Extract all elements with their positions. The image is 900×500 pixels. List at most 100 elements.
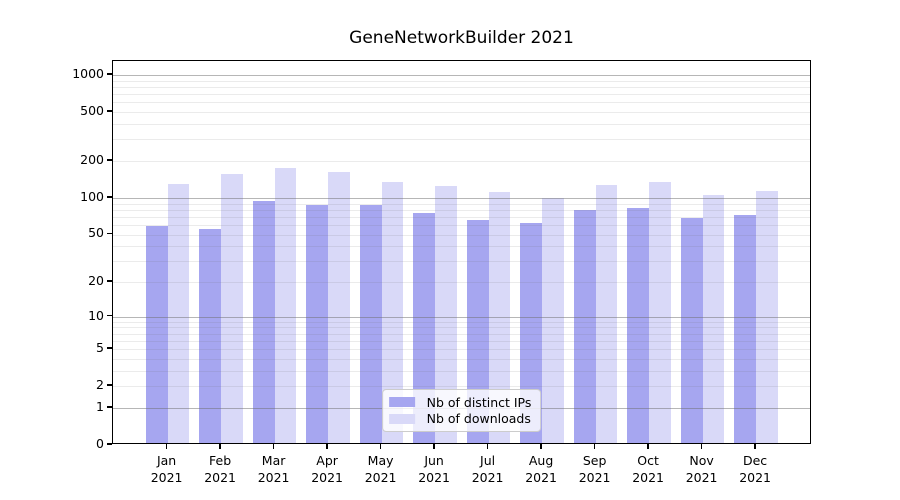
gridline-60: [113, 224, 810, 226]
y-tick-label-500: 500: [80, 103, 104, 119]
gridline-10: [113, 316, 810, 318]
x-tick-label-jan: Jan 2021: [150, 453, 183, 485]
x-tick-label-oct: Oct 2021: [632, 453, 664, 485]
y-tick-mark-10: [107, 314, 112, 317]
gridline-8: [113, 327, 810, 329]
x-tick-mark-jun: [433, 444, 435, 449]
x-tick-mark-oct: [647, 444, 649, 449]
gridline-700: [113, 94, 810, 96]
gridline-2: [113, 386, 810, 388]
x-tick-label-aug: Aug 2021: [525, 453, 557, 485]
y-tick-label-10: 10: [88, 307, 104, 323]
gridline-9: [113, 321, 810, 323]
gridline-30: [113, 261, 810, 263]
gridline-90: [113, 203, 810, 205]
y-tick-mark-50: [107, 232, 112, 235]
y-tick-label-2: 2: [96, 377, 104, 393]
x-tick-mark-aug: [540, 444, 542, 449]
bar-distinct-ips-sep: [573, 210, 596, 443]
y-tick-label-50: 50: [88, 225, 104, 241]
bar-downloads-sep: [595, 184, 618, 443]
bar-distinct-ips-jun: [413, 212, 436, 443]
bar-distinct-ips-apr: [306, 205, 329, 443]
y-tick-label-1000: 1000: [72, 66, 104, 82]
bar-distinct-ips-mar: [252, 200, 275, 443]
legend-label-distinct-ips: Nb of distinct IPs: [426, 394, 532, 410]
y-tick-mark-1000: [107, 73, 112, 75]
y-tick-label-5: 5: [96, 340, 104, 356]
x-tick-label-nov: Nov 2021: [685, 453, 718, 485]
bar-downloads-apr: [328, 171, 350, 443]
y-tick-mark-100: [107, 196, 112, 198]
bar-downloads-jul: [488, 192, 511, 443]
x-tick-label-jun: Jun 2021: [418, 453, 450, 485]
gridline-7: [113, 333, 810, 335]
x-tick-label-may: May 2021: [364, 453, 397, 485]
x-tick-mark-jul: [486, 444, 489, 449]
bar-distinct-ips-dec: [734, 214, 757, 443]
bar-downloads-may: [381, 181, 404, 443]
y-tick-mark-20: [107, 280, 112, 282]
y-tick-label-200: 200: [80, 152, 104, 168]
bar-downloads-aug: [542, 198, 564, 443]
legend-swatch-distinct-ips: [388, 397, 415, 408]
gridline-70: [113, 216, 810, 218]
bar-downloads-feb: [221, 173, 243, 443]
gridline-500: [113, 112, 810, 114]
x-tick-mark-nov: [700, 444, 703, 449]
x-tick-mark-apr: [326, 444, 328, 449]
legend-entry-distinct-ips: Nb of distinct IPs: [388, 394, 532, 411]
gridline-300: [113, 139, 810, 141]
bar-distinct-ips-may: [359, 204, 382, 443]
gridline-1000: [113, 75, 810, 76]
y-tick-mark-500: [107, 110, 112, 112]
legend-swatch-downloads: [388, 413, 415, 424]
x-tick-label-mar: Mar 2021: [257, 453, 290, 485]
x-tick-label-feb: Feb 2021: [204, 453, 236, 485]
bar-distinct-ips-aug: [520, 222, 543, 443]
y-tick-mark-200: [107, 159, 112, 161]
chart-title: GeneNetworkBuilder 2021: [349, 28, 574, 48]
y-tick-mark-5: [107, 347, 112, 349]
x-tick-mark-dec: [754, 444, 756, 449]
bar-distinct-ips-oct: [627, 208, 650, 443]
bar-distinct-ips-feb: [199, 229, 222, 443]
gridline-20: [113, 282, 810, 283]
x-tick-mark-feb: [219, 444, 221, 449]
x-tick-label-apr: Apr 2021: [311, 453, 343, 485]
gridline-900: [113, 80, 810, 82]
bar-downloads-mar: [274, 168, 297, 443]
gridline-5: [113, 349, 810, 351]
x-tick-mark-jan: [165, 444, 168, 449]
plot-area: Nb of distinct IPs Nb of downloads: [112, 60, 811, 444]
gridline-3: [113, 370, 810, 372]
gridline-200: [113, 161, 810, 162]
x-tick-mark-mar: [272, 444, 275, 449]
bar-downloads-nov: [702, 194, 725, 443]
gridline-4: [113, 358, 810, 360]
x-tick-mark-sep: [593, 444, 596, 449]
gridline-6: [113, 340, 810, 342]
bar-downloads-oct: [649, 181, 671, 443]
bar-distinct-ips-jan: [145, 225, 168, 443]
x-tick-label-sep: Sep 2021: [578, 453, 611, 485]
y-tick-mark-1: [107, 406, 112, 408]
bar-distinct-ips-jul: [466, 220, 489, 443]
bar-downloads-jun: [435, 185, 457, 443]
gridline-400: [113, 124, 810, 125]
y-tick-label-100: 100: [80, 188, 104, 204]
x-tick-label-dec: Dec 2021: [739, 453, 771, 485]
gridline-50: [113, 234, 810, 236]
legend-entry-downloads: Nb of downloads: [388, 411, 532, 428]
legend-label-downloads: Nb of downloads: [426, 411, 531, 427]
gridline-100: [113, 197, 810, 199]
y-tick-mark-0: [107, 443, 112, 445]
y-tick-label-1: 1: [96, 398, 104, 414]
y-tick-label-0: 0: [96, 436, 104, 451]
legend: Nb of distinct IPs Nb of downloads: [381, 389, 542, 432]
bar-distinct-ips-nov: [680, 217, 703, 443]
gridline-600: [113, 102, 810, 104]
gridline-80: [113, 209, 810, 211]
y-tick-mark-2: [107, 384, 112, 386]
